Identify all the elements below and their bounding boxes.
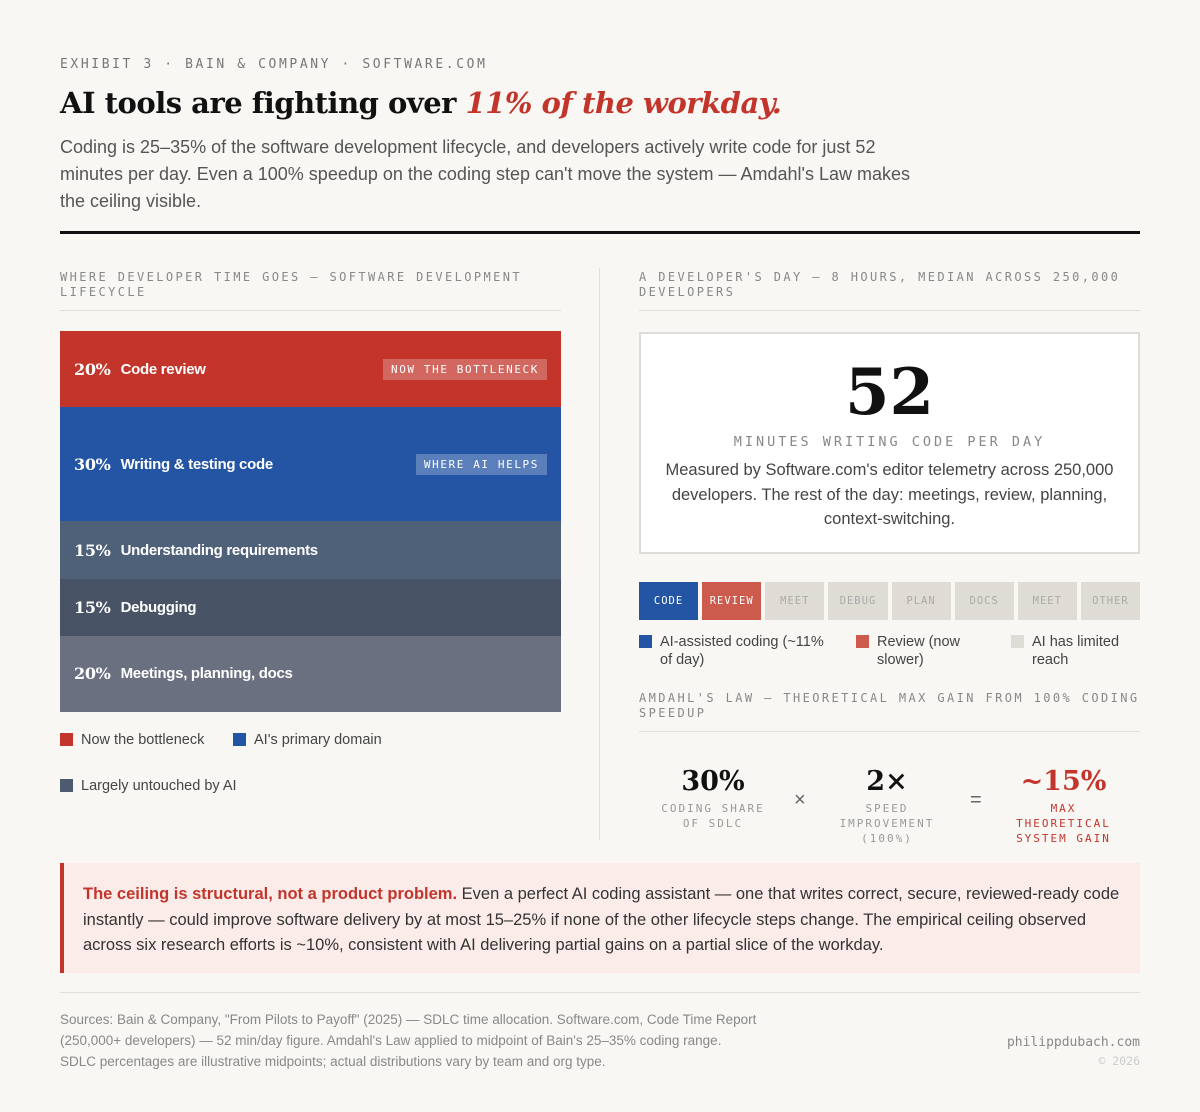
term-label: CODING SHARE OF SDLC (661, 802, 765, 830)
formula-result: ~15% MAX THEORETICAL SYSTEM GAIN (1001, 765, 1126, 846)
legend-swatch (639, 635, 652, 648)
column-divider (599, 268, 600, 840)
equals-operator: = (970, 789, 982, 811)
legend-item: Largely untouched by AI (60, 777, 237, 795)
day-block: DEBUG (828, 582, 888, 620)
legend-swatch (60, 779, 73, 792)
legend-label: AI-assisted coding (~11% of day) (660, 634, 824, 668)
day-block: REVIEW (702, 582, 762, 620)
day-block: OTHER (1080, 582, 1140, 620)
legend-item: AI has limited reach (1011, 633, 1140, 669)
segment-tag: WHERE AI HELPS (415, 453, 547, 475)
bar-segment: 15% Debugging (60, 578, 561, 636)
eyebrow: EXHIBIT 3 · BAIN & COMPANY · SOFTWARE.CO… (60, 57, 488, 72)
title-accent: 11% of the workday. (465, 86, 782, 120)
term-value: ~15% (1020, 766, 1107, 797)
times-operator: × (794, 789, 806, 811)
day-strip: CODE REVIEW MEET DEBUG PLAN DOCS MEET OTHER (639, 582, 1140, 620)
term-value: 30% (681, 766, 745, 797)
callout: The ceiling is structural, not a product… (60, 863, 1140, 973)
legend-label: AI's primary domain (254, 732, 382, 748)
term-label: SPEED IMPROVEMENT (100%) (839, 802, 935, 845)
callout-text: Even a perfect AI coding assistant — one… (83, 885, 1120, 954)
day-block: DOCS (954, 582, 1014, 620)
legend-swatch (856, 635, 869, 648)
amdahl-heading: AMDAHL'S LAW — THEORETICAL MAX GAIN FROM… (639, 691, 1140, 732)
segment-label: Writing & testing code (120, 455, 274, 473)
big-number-label: MINUTES WRITING CODE PER DAY (733, 434, 1046, 450)
subtitle: Coding is 25–35% of the software develop… (60, 137, 911, 211)
term-label: MAX THEORETICAL SYSTEM GAIN (1016, 802, 1111, 845)
legend-swatch (233, 733, 246, 746)
bar-segment: 15% Understanding requirements (60, 521, 561, 579)
legend-swatch (60, 733, 73, 746)
day-block: MEET (1017, 582, 1077, 620)
callout-bold: The ceiling is structural, not a product… (83, 885, 458, 903)
bar-segment: 20% Meetings, planning, docs (60, 635, 561, 712)
legend-label: Largely untouched by AI (81, 778, 237, 794)
right-heading: A DEVELOPER'S DAY — 8 HOURS, MEDIAN ACRO… (639, 270, 1140, 311)
segment-label: Understanding requirements (120, 541, 319, 559)
big-number: 52 (844, 355, 935, 430)
segment-value: 20% (74, 359, 111, 379)
card-text: Measured by Software.com's editor teleme… (665, 461, 1114, 528)
day-block: CODE (639, 582, 699, 620)
page-title: AI tools are fighting over 11% of the wo… (60, 86, 782, 120)
segment-label: Code review (120, 360, 206, 378)
legend-item: AI's primary domain (233, 731, 382, 749)
day-block: MEET (765, 582, 825, 620)
segment-label: Meetings, planning, docs (120, 665, 293, 683)
title-plain: AI tools are fighting over (60, 86, 466, 120)
legend-label: Now the bottleneck (81, 732, 205, 748)
legend-label: Review (now slower) (877, 634, 960, 668)
segment-value: 30% (74, 454, 111, 474)
day-block: PLAN (891, 582, 951, 620)
bar-segment: 30% Writing & testing code WHERE AI HELPS (60, 407, 561, 522)
divider (60, 992, 1140, 993)
bar-segment: 20% Code review NOW THE BOTTLENECK (60, 331, 561, 408)
divider (60, 231, 1140, 234)
segment-label: Debugging (120, 598, 197, 616)
segment-tag: NOW THE BOTTLENECK (382, 358, 547, 380)
segment-value: 20% (74, 664, 111, 684)
segment-value: 15% (74, 540, 111, 560)
formula-term: 30% CODING SHARE OF SDLC (651, 765, 775, 831)
formula-term: 2× SPEED IMPROVEMENT (100%) (821, 765, 953, 846)
site-credit: philippdubach.com (1006, 1035, 1140, 1050)
legend-label: AI has limited reach (1032, 634, 1120, 668)
legend-swatch (1011, 635, 1024, 648)
legend-item: AI-assisted coding (~11% of day) (639, 633, 839, 669)
stat-card: 52 MINUTES WRITING CODE PER DAY Measured… (639, 332, 1140, 554)
legend-item: Now the bottleneck (60, 731, 204, 749)
copyright: © 2026 (1098, 1054, 1140, 1068)
amdahl-formula: 30% CODING SHARE OF SDLC × 2× SPEED IMPROV… (639, 765, 1140, 845)
sources: Sources: Bain & Company, "From Pilots to… (60, 1012, 757, 1069)
left-heading: WHERE DEVELOPER TIME GOES — SOFTWARE DEV… (60, 270, 561, 311)
term-value: 2× (866, 766, 908, 797)
segment-value: 15% (74, 597, 111, 617)
sdlc-stacked-bar: 20% Code review NOW THE BOTTLENECK 30% Writi… (60, 331, 561, 712)
legend-item: Review (now slower) (856, 633, 986, 669)
